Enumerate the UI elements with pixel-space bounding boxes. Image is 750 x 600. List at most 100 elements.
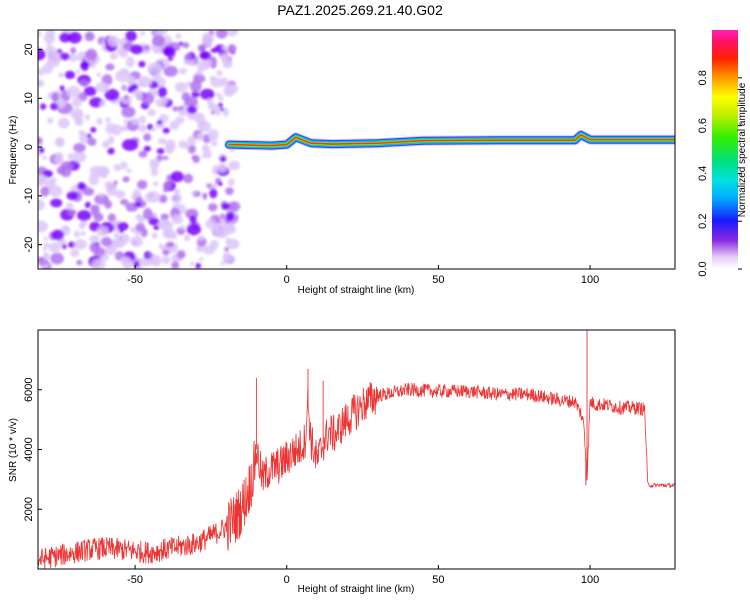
noise-blob bbox=[165, 139, 176, 152]
noise-blob bbox=[214, 107, 222, 114]
noise-blob bbox=[50, 102, 59, 111]
noise-blob bbox=[155, 98, 167, 108]
noise-blob bbox=[206, 98, 214, 107]
noise-blob bbox=[100, 254, 109, 261]
noise-blob bbox=[226, 30, 239, 37]
noise-blob bbox=[38, 174, 48, 185]
noise-blob bbox=[207, 104, 215, 110]
noise-blob bbox=[126, 168, 132, 173]
noise-blob bbox=[70, 47, 77, 55]
noise-blob bbox=[217, 181, 223, 186]
noise-blob bbox=[195, 262, 202, 269]
x-tick-label: 100 bbox=[581, 574, 599, 586]
noise-blob bbox=[38, 146, 45, 154]
noise-blob bbox=[106, 183, 118, 196]
noise-blob bbox=[130, 226, 136, 233]
noise-blob bbox=[207, 129, 219, 141]
noise-blob bbox=[88, 173, 100, 186]
noise-blob bbox=[48, 185, 63, 197]
noise-blob bbox=[77, 182, 86, 191]
noise-region bbox=[38, 30, 241, 269]
noise-blob bbox=[131, 195, 137, 200]
x-tick-label: 0 bbox=[284, 274, 290, 286]
noise-blob bbox=[114, 190, 126, 199]
noise-blob bbox=[142, 208, 153, 220]
noise-blob bbox=[64, 70, 76, 80]
noise-blob bbox=[120, 198, 129, 206]
noise-blob bbox=[84, 31, 95, 42]
noise-blob bbox=[197, 235, 204, 241]
noise-blob bbox=[227, 201, 241, 212]
noise-blob bbox=[177, 109, 185, 115]
x-tick-label: -50 bbox=[127, 574, 143, 586]
noise-blob bbox=[179, 225, 186, 230]
noise-blob bbox=[117, 222, 129, 231]
noise-blob bbox=[50, 198, 63, 208]
noise-blob bbox=[151, 232, 158, 239]
noise-blob bbox=[59, 52, 70, 61]
noise-blob bbox=[115, 70, 131, 83]
colorbar-ticks: 0.0 0.2 0.4 0.6 0.8 bbox=[697, 70, 742, 277]
noise-blob bbox=[87, 137, 97, 147]
noise-blob bbox=[163, 46, 176, 57]
noise-blob bbox=[80, 231, 86, 236]
noise-blob bbox=[84, 201, 92, 209]
noise-blob bbox=[124, 94, 129, 100]
noise-blob bbox=[139, 31, 146, 36]
noise-blob bbox=[89, 242, 100, 253]
colorbar-tick-label: 0.6 bbox=[697, 118, 709, 133]
noise-blob bbox=[120, 85, 126, 91]
noise-blob bbox=[48, 51, 63, 63]
colorbar-gradient bbox=[712, 30, 738, 269]
noise-blob bbox=[96, 226, 109, 237]
noise-blob bbox=[109, 238, 123, 249]
noise-blob bbox=[220, 261, 225, 266]
noise-blob bbox=[222, 59, 233, 69]
noise-blob bbox=[202, 245, 216, 255]
noise-blob bbox=[84, 114, 91, 121]
noise-blob bbox=[213, 222, 221, 231]
noise-blob bbox=[40, 103, 47, 110]
noise-blob bbox=[192, 154, 200, 164]
noise-blob bbox=[96, 72, 102, 78]
noise-blob bbox=[135, 196, 143, 204]
x-tick-label: 50 bbox=[432, 574, 444, 586]
noise-blob bbox=[76, 259, 83, 266]
noise-blob bbox=[151, 127, 156, 132]
noise-blob bbox=[224, 246, 229, 252]
noise-blob bbox=[68, 53, 78, 62]
noise-blob bbox=[228, 160, 240, 171]
noise-blob bbox=[143, 45, 150, 51]
noise-blob bbox=[57, 117, 70, 129]
noise-blob bbox=[123, 118, 129, 125]
noise-blob bbox=[120, 161, 128, 170]
noise-blob bbox=[38, 68, 45, 76]
noise-blob bbox=[122, 176, 130, 183]
noise-blob bbox=[222, 252, 232, 262]
noise-blob bbox=[139, 115, 147, 124]
x-tick-label: 100 bbox=[581, 274, 599, 286]
noise-blob bbox=[151, 255, 162, 267]
noise-blob bbox=[197, 71, 203, 76]
noise-blob bbox=[66, 86, 81, 98]
noise-blob bbox=[217, 102, 223, 108]
noise-blob bbox=[158, 243, 164, 250]
spectrogram-x-ticks: -50 0 50 100 bbox=[127, 265, 599, 286]
noise-blob bbox=[71, 97, 82, 108]
noise-blob bbox=[38, 48, 46, 61]
noise-blob bbox=[136, 179, 148, 190]
noise-blob bbox=[157, 137, 167, 145]
noise-blob bbox=[183, 59, 188, 65]
noise-blob bbox=[210, 77, 224, 88]
noise-blob bbox=[146, 123, 154, 131]
noise-blob bbox=[70, 248, 80, 258]
noise-blob bbox=[162, 155, 169, 161]
noise-blob bbox=[207, 183, 212, 189]
noise-blob bbox=[147, 62, 163, 75]
noise-blob bbox=[130, 236, 144, 247]
noise-blob bbox=[97, 192, 105, 197]
spectrogram-y-label: Frequency (Hz) bbox=[8, 116, 19, 185]
noise-blob bbox=[59, 85, 65, 92]
x-tick-label: 0 bbox=[284, 574, 290, 586]
noise-blob bbox=[159, 195, 167, 203]
